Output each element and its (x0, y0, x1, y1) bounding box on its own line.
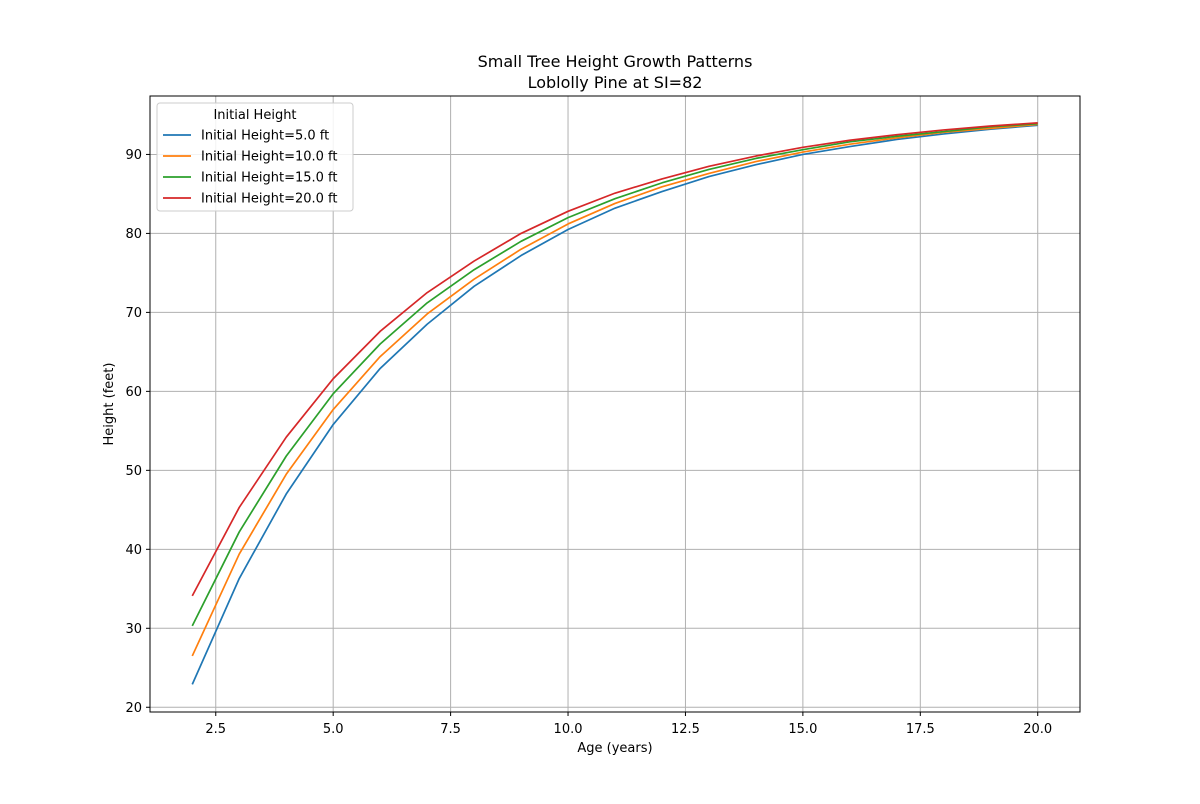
y-axis-label: Height (feet) (102, 363, 117, 446)
y-tick-label: 90 (125, 148, 142, 163)
x-tick-label: 2.5 (205, 722, 226, 737)
grid (150, 96, 1080, 712)
x-axis-label: Age (years) (577, 741, 652, 756)
series-line-2 (191, 123, 1038, 657)
x-tick-label: 10.0 (554, 722, 583, 737)
x-tick-label: 5.0 (323, 722, 344, 737)
legend-label-2: Initial Height=10.0 ft (201, 150, 338, 165)
x-tick-label: 20.0 (1023, 722, 1052, 737)
x-tick-label: 15.0 (788, 722, 817, 737)
y-tick-label: 40 (125, 543, 142, 558)
legend-label-4: Initial Height=20.0 ft (201, 192, 338, 207)
legend-label-3: Initial Height=15.0 ft (201, 171, 338, 186)
y-tick-label: 20 (125, 701, 142, 716)
chart-title: Small Tree Height Growth Patterns (478, 52, 753, 71)
x-tick-label: 12.5 (671, 722, 700, 737)
legend-box (156, 102, 354, 212)
x-tick-label: 7.5 (440, 722, 461, 737)
series-line-3 (191, 122, 1038, 627)
legend: Initial Height Initial Height=5.0 ft Initi… (156, 102, 354, 212)
y-tick-label: 80 (125, 227, 142, 242)
series-lines (191, 122, 1038, 685)
y-tick-label: 30 (125, 622, 142, 637)
series-line-1 (191, 124, 1038, 685)
x-tick-label: 17.5 (906, 722, 935, 737)
axis-ticks: 2.5 5.0 7.5 10.0 12.5 15.0 17.5 20.0 20 30 40 50 60 7… (125, 148, 1052, 737)
legend-title: Initial Height (213, 108, 296, 123)
y-tick-label: 70 (125, 306, 142, 321)
y-tick-label: 60 (125, 385, 142, 400)
series-line-4 (191, 122, 1038, 597)
legend-label-1: Initial Height=5.0 ft (201, 129, 329, 144)
plot-frame (149, 95, 1081, 713)
chart-subtitle: Loblolly Pine at SI=82 (528, 73, 703, 92)
y-tick-label: 50 (125, 464, 142, 479)
